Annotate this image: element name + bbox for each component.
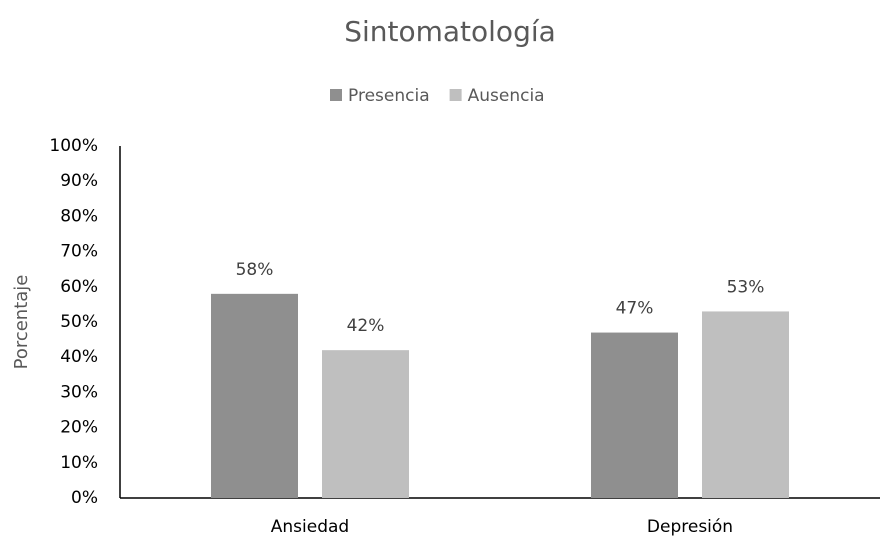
data-label: 42%: [347, 316, 385, 336]
legend-swatch: [449, 89, 462, 101]
y-tick-label: 60%: [60, 277, 98, 297]
legend-label: Ausencia: [468, 86, 545, 106]
bar: [322, 350, 409, 498]
y-tick-label: 90%: [60, 171, 98, 191]
legend-swatch: [330, 89, 342, 101]
y-tick-label: 0%: [71, 488, 98, 508]
chart-title: Sintomatología: [344, 15, 556, 48]
y-tick-label: 80%: [60, 206, 98, 226]
data-label: 47%: [616, 299, 654, 319]
y-tick-label: 50%: [60, 312, 98, 332]
y-tick-label: 20%: [60, 418, 98, 438]
y-tick-label: 100%: [49, 136, 98, 156]
x-tick-label: Ansiedad: [271, 517, 349, 537]
data-label: 58%: [236, 260, 274, 280]
bar: [702, 311, 789, 498]
bar: [211, 293, 298, 498]
legend-label: Presencia: [348, 86, 430, 106]
y-tick-label: 70%: [60, 242, 98, 262]
y-tick-label: 10%: [60, 453, 98, 473]
y-tick-label: 30%: [60, 382, 98, 402]
bar: [591, 332, 678, 498]
y-axis-label: Porcentaje: [11, 275, 32, 370]
y-tick-label: 40%: [60, 347, 98, 367]
data-label: 53%: [727, 277, 765, 297]
x-tick-label: Depresión: [647, 517, 733, 537]
